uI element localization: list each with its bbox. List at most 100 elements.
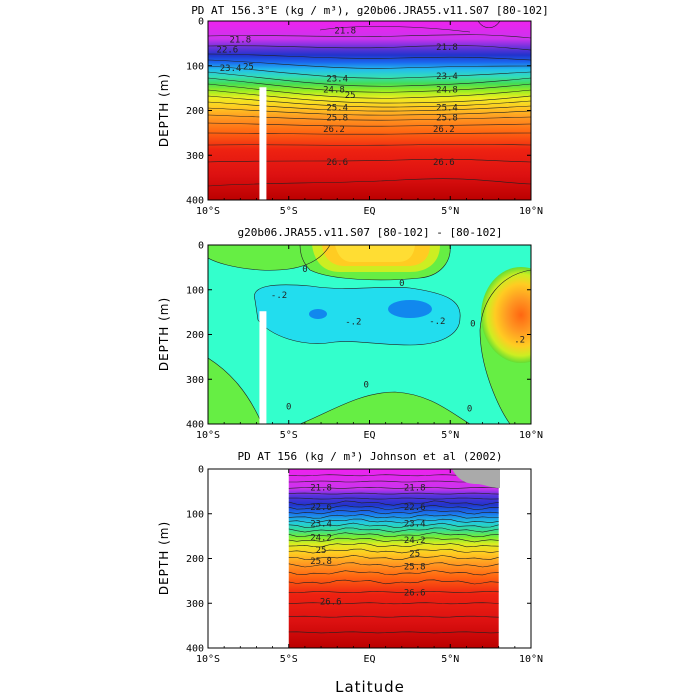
contour-label: 24.2 [404,536,426,546]
contour-label: 22.6 [217,45,239,55]
y-tick-label: 300 [186,375,204,386]
x-tick-label: EQ [363,206,375,217]
panel-2-axes: 10°S 5°S EQ 5°N 10°N 0 100 200 300 400 [186,241,543,442]
contour-line [288,631,499,634]
x-tick-label: 5°S [280,430,298,441]
panel-1-axes: 10°S 5°S EQ 5°N 10°N 0 100 200 300 400 [186,17,543,218]
contour-label: 26.6 [326,158,348,168]
contour-label: .2 [514,336,525,346]
y-tick-label: 100 [186,509,204,520]
y-tick-label: 0 [198,241,204,252]
x-tick-label: EQ [363,430,375,441]
panel-3-contour-labels: 21.8 21.822.6 22.623.4 23.424.2 24.225 2525.8… [310,483,425,607]
contour-label: 25 [345,91,356,101]
contour-label: 21.8 [334,27,356,37]
contour-label: 25 [243,62,254,72]
panel-2: g20b06.JRA55.v11.S07 [80-102] - [80-102] [157,226,543,442]
panel-3-missing-data-patch [452,469,500,488]
panel-1-ylabel: DEPTH (m) [157,73,171,147]
y-tick-label: 100 [186,61,204,72]
contour-label: 25 [409,549,420,559]
x-tick-label: 5°N [441,430,459,441]
contour-line [288,554,499,561]
panel-1-title: PD AT 156.3°E (kg / m³), g20b06.JRA55.v1… [191,4,549,17]
x-tick-label: 5°N [441,654,459,665]
panel-2-plot-area: 0 0 -.2 -.2 -.2 0 0 0 0 .2 [208,245,531,424]
contour-label: 24.8 [436,86,458,96]
contour-line [288,527,499,533]
contour-label: 0 [470,319,475,329]
contour-line [288,570,499,576]
y-tick-label: 300 [186,151,204,162]
y-tick-label: 100 [186,285,204,296]
panel-2-green-region-top-left [208,245,330,271]
contour-label: -.2 [271,291,287,301]
contour-line [288,480,499,483]
contour-label: 25.4 [326,104,348,114]
contour-label: 23.4 [404,519,426,529]
panel-3: PD AT 156 (kg / m³) Johnson et al (2002)… [157,450,543,665]
contour-label: 26.6 [320,598,342,608]
panel-2-ylabel: DEPTH (m) [157,297,171,371]
figure-xlabel: Latitude [335,678,405,696]
panel-1-plot-area: 21.821.821.822.623.4 2523.424.82523.424.8… [208,21,531,200]
contour-label: 0 [286,403,291,413]
contour-label: 26.6 [404,589,426,599]
y-tick-label: 200 [186,106,204,117]
contour-line [288,522,499,528]
contour-line [288,532,499,538]
contour-label: 25.8 [326,113,348,123]
contour-label: 26.6 [433,158,455,168]
x-tick-label: EQ [363,654,375,665]
x-tick-label: 5°N [441,206,459,217]
y-tick-label: 0 [198,17,204,28]
contour-label: -.2 [429,317,445,327]
panel-3-axes: 10°S 5°S EQ 5°N 10°N 0 100 200 300 400 [186,465,543,666]
contour-line [288,514,499,519]
contour-line [288,602,499,605]
x-tick-label: 10°N [519,654,543,665]
contour-label: 21.8 [436,43,458,53]
contour-line [288,542,499,548]
contour-line [288,562,499,568]
panel-2-negative-core-right [388,300,432,318]
contour-label: 0 [302,265,307,275]
contour-label: 21.8 [229,35,251,45]
contour-label: 21.8 [310,483,332,493]
x-tick-label: 10°S [196,654,220,665]
contour-line [288,500,499,506]
contour-line [288,497,499,500]
contour-label: 25.4 [436,104,458,114]
panel-2-green-region-bottom [300,392,470,424]
y-tick-label: 300 [186,599,204,610]
panel-1-masked-bar [259,87,267,200]
contour-label: 23.4 [326,74,348,84]
contour-label: 23.4 [310,519,332,529]
y-tick-label: 200 [186,330,204,341]
panel-2-yellow-core-top [335,245,415,262]
contour-label: 21.8 [404,483,426,493]
y-tick-label: 0 [198,465,204,476]
contour-label: 26.2 [433,125,455,135]
contour-label: 23.4 [436,72,458,82]
panel-2-title: g20b06.JRA55.v11.S07 [80-102] - [80-102] [238,226,503,239]
contour-line [288,504,499,510]
contour-label: 25.8 [404,563,426,573]
panel-2-negative-anomaly-region [254,284,461,345]
x-tick-label: 5°S [280,654,298,665]
contour-line [288,509,499,515]
contour-label: 25 [316,546,327,556]
contour-label: 26.2 [323,125,345,135]
panel-2-warm-anomaly-right [481,267,531,363]
panel-3-ylabel: DEPTH (m) [157,521,171,595]
contour-label: 0 [467,404,472,414]
x-tick-label: 5°S [280,206,298,217]
contour-label: 25.8 [436,113,458,123]
contour-label: 23.4 [220,64,242,74]
y-tick-label: 400 [186,420,204,431]
panel-1-contour-labels: 21.821.821.822.623.4 2523.424.82523.424.8… [217,27,458,169]
contour-line [288,518,499,524]
y-tick-label: 200 [186,554,204,565]
x-tick-label: 10°N [519,206,543,217]
